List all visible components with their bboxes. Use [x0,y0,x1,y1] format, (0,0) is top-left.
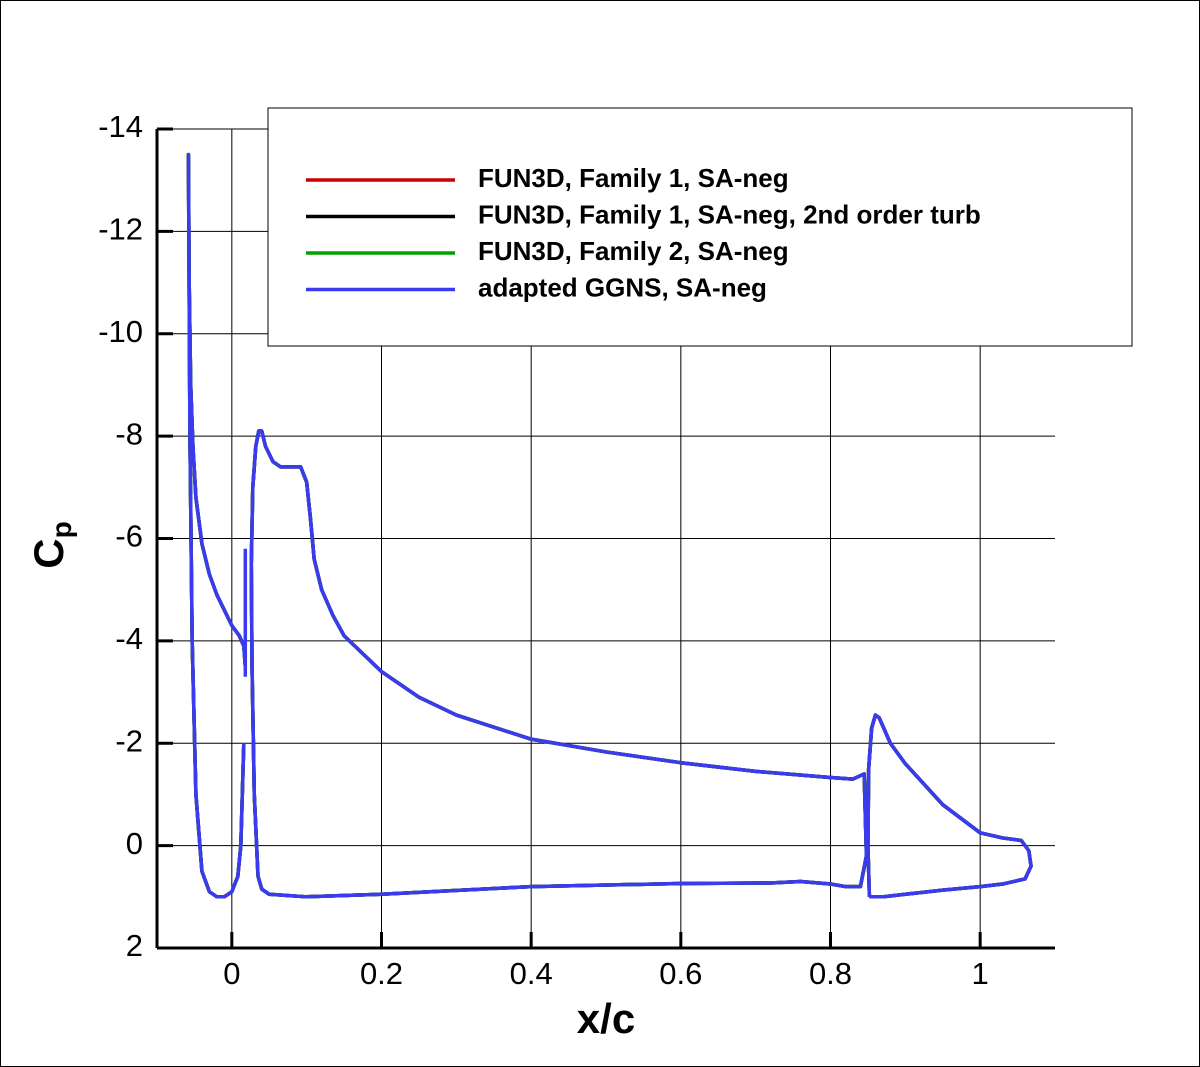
y-tick-label: -14 [98,109,143,144]
y-tick-label: -6 [115,519,143,554]
y-axis-label-sub: p [46,521,77,538]
y-tick-label: -8 [115,416,143,451]
y-tick-label: 0 [126,826,143,861]
y-axis-label-main: C [25,538,72,568]
legend: FUN3D, Family 1, SA-neg FUN3D, Family 1, … [267,107,1133,347]
x-axis-label: x/c [577,995,635,1042]
x-tick-label: 0 [223,956,240,991]
legend-label: FUN3D, Family 1, SA-neg [478,163,789,193]
series-line [186,152,1033,899]
legend-label: FUN3D, Family 2, SA-neg [478,236,789,266]
x-tick-label: 0.6 [659,956,702,991]
x-tick-label: 0.2 [360,956,403,991]
y-tick-label: -2 [115,723,143,758]
y-tick-label: -10 [98,314,143,349]
x-tick-label: 0.8 [809,956,852,991]
legend-label: FUN3D, Family 1, SA-neg, 2nd order turb [478,199,981,229]
legend-label: adapted GGNS, SA-neg [478,272,767,302]
y-axis-label: Cp [25,521,77,568]
y-tick-label: -12 [98,212,143,247]
y-tick-label: 2 [126,928,143,963]
legend-box [267,107,1133,347]
x-tick-label: 1 [972,956,989,991]
y-tick-label: -4 [115,621,143,656]
x-tick-label: 0.4 [510,956,553,991]
